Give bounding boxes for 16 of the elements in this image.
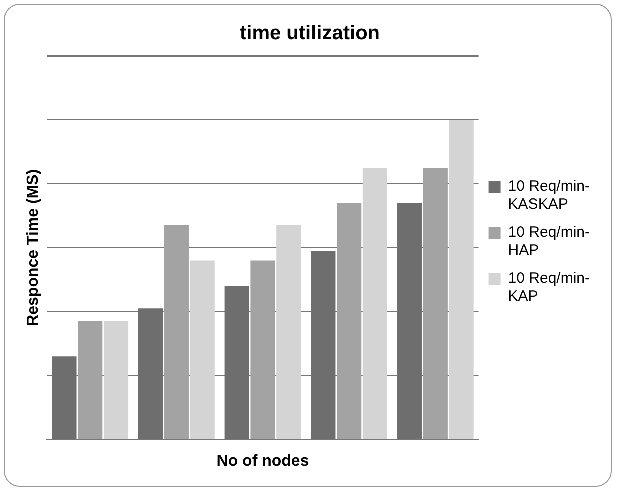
bar [250,260,276,440]
bar [362,168,388,440]
bar [276,226,302,440]
x-axis-title: No of nodes [216,452,310,470]
bar [449,120,474,440]
y-axis-title: Responce Time (MS) [25,169,42,326]
bar [423,168,448,440]
legend-label: 10 Req/min-HAP [508,224,590,260]
chart-title: time utilization [240,22,380,45]
bar [104,321,129,440]
legend-label: 10 Req/min-KASKAP [508,178,590,214]
bar [78,321,103,440]
bar [190,260,215,440]
bar [337,203,362,440]
legend-label: 10 Req/min-KAP [508,270,590,306]
bar [164,226,189,440]
